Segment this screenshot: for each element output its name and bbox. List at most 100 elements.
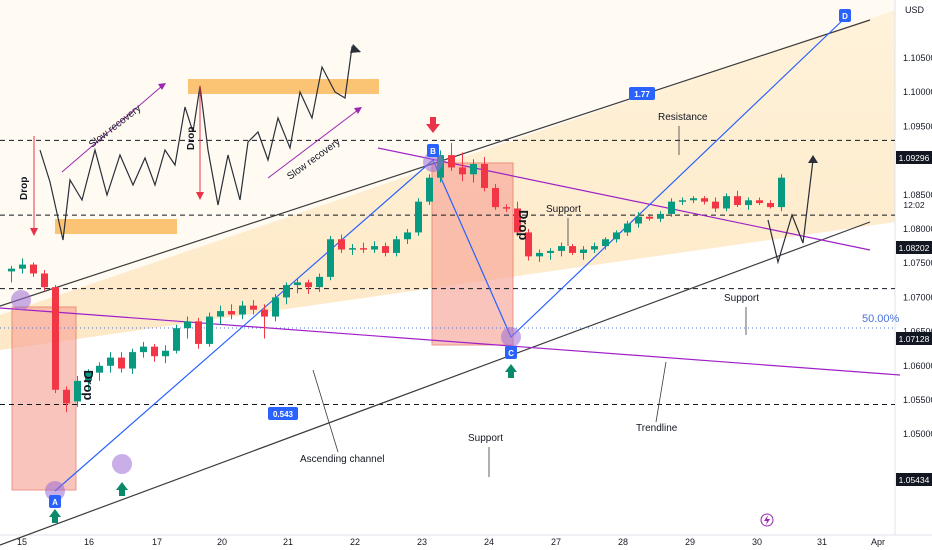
svg-text:1.77: 1.77	[634, 90, 650, 99]
candle-body	[657, 213, 664, 219]
time-tick-label: 16	[84, 537, 94, 547]
time-tick-label: 17	[152, 537, 162, 547]
time-tick-label: 22	[350, 537, 360, 547]
candle-body	[338, 239, 345, 250]
recovery-arrow-1	[61, 85, 163, 173]
resistance-label: Resistance	[658, 112, 708, 123]
svg-text:C: C	[508, 349, 514, 358]
candle-body	[536, 252, 543, 257]
candle-body	[393, 239, 400, 253]
purple-trendline-short	[377, 147, 871, 251]
svg-text:B: B	[430, 147, 436, 156]
candle-body	[294, 282, 301, 286]
candle-body	[613, 232, 620, 240]
price-tag-2: 1.08202	[896, 241, 932, 254]
candle-body	[316, 276, 323, 288]
projection-arrowhead	[808, 155, 818, 163]
time-tick-label: 15	[17, 537, 27, 547]
candle-body	[52, 287, 59, 390]
time-tick-label: 24	[484, 537, 494, 547]
lightning-icon[interactable]	[760, 513, 774, 527]
time-tick-label: 28	[618, 537, 628, 547]
candle-body	[239, 305, 246, 315]
pivot-circle-c	[501, 327, 521, 347]
candle-body	[547, 250, 554, 253]
price-tick-label: 1.05500	[903, 395, 932, 405]
candle-body	[602, 239, 609, 247]
price-tag-4: 1.05434	[896, 473, 932, 486]
candle-body	[140, 346, 147, 353]
ascending-channel-pointer	[312, 369, 339, 453]
channel-lower-line	[0, 221, 871, 546]
candle-body	[85, 372, 92, 381]
svg-text:A: A	[52, 498, 58, 507]
candle-body	[327, 239, 334, 277]
candle-body	[41, 273, 48, 288]
candle-body	[624, 223, 631, 233]
candle-body	[30, 264, 37, 274]
candle-body	[448, 155, 455, 168]
candle-body	[305, 282, 312, 288]
candle-body	[778, 177, 785, 208]
candle-body	[129, 352, 136, 369]
svg-text:1.07128: 1.07128	[899, 334, 930, 344]
candle-body	[712, 201, 719, 209]
price-tick-label: 1.05000	[903, 429, 932, 439]
recovery-arrow-2	[267, 109, 359, 179]
svg-text:1.08202: 1.08202	[899, 243, 930, 253]
green-up-arrow-icon-c	[505, 364, 517, 378]
candle-body	[679, 200, 686, 202]
support-label-bottom: Support	[468, 433, 503, 444]
price-tick-label: 1.07500	[903, 258, 932, 268]
time-tick-label: 31	[817, 537, 827, 547]
ascending-channel-label: Ascending channel	[300, 454, 385, 465]
candle-body	[503, 207, 510, 209]
drop-label-left: Drop	[81, 370, 96, 400]
time-axis: 15 16 17 20 21 22 23 24 27 28 29 30 31 Apr	[17, 537, 885, 547]
candle-body	[8, 268, 15, 272]
candles-group	[8, 142, 785, 413]
candle-body	[525, 232, 532, 257]
candle-body	[151, 346, 158, 357]
candle-body	[118, 357, 125, 369]
candle-body	[206, 316, 213, 344]
recovery-arrowhead-2	[354, 107, 362, 114]
candle-body	[250, 305, 257, 310]
time-tick-label: 23	[417, 537, 427, 547]
candle-body	[745, 200, 752, 206]
time-tick-label: 20	[217, 537, 227, 547]
candle-body	[514, 208, 521, 233]
candle-body	[382, 246, 389, 253]
price-tick-label: 1.06500	[903, 327, 932, 337]
price-tick-label: 1.10500	[903, 53, 932, 63]
projection-path	[767, 159, 814, 265]
svg-text:1.05434: 1.05434	[899, 475, 930, 485]
red-down-arrow-icon	[426, 117, 440, 133]
inset-price-path	[39, 45, 361, 241]
candle-body	[261, 309, 268, 317]
candle-body	[734, 196, 741, 206]
price-tag-3: 1.07128	[896, 332, 932, 345]
candle-body	[107, 357, 114, 366]
inset-drop-label-2: Drop	[186, 127, 197, 150]
inset-support-zone	[55, 219, 177, 234]
candle-body	[646, 216, 653, 219]
candle-body	[74, 380, 81, 402]
fib-50-label: 50.00%	[862, 313, 900, 325]
candle-body	[635, 216, 642, 224]
candle-body	[96, 365, 103, 373]
recovery-arrowhead-1	[158, 83, 166, 90]
inset-drop-arrowhead-2	[196, 192, 204, 200]
currency-label: USD	[905, 5, 925, 15]
trendline-pointer	[655, 361, 667, 423]
inset-resistance-zone	[188, 79, 379, 94]
point-tag-d: D	[839, 9, 851, 22]
abcd-pattern-line	[54, 17, 846, 492]
ascending-channel-fill-upper	[0, 0, 895, 315]
green-up-arrow-icon-second	[116, 482, 128, 496]
svg-text:1.09296: 1.09296	[899, 153, 930, 163]
point-tag-c: C	[505, 346, 517, 359]
candle-body	[756, 200, 763, 204]
countdown-tag: 12:02	[896, 198, 932, 211]
